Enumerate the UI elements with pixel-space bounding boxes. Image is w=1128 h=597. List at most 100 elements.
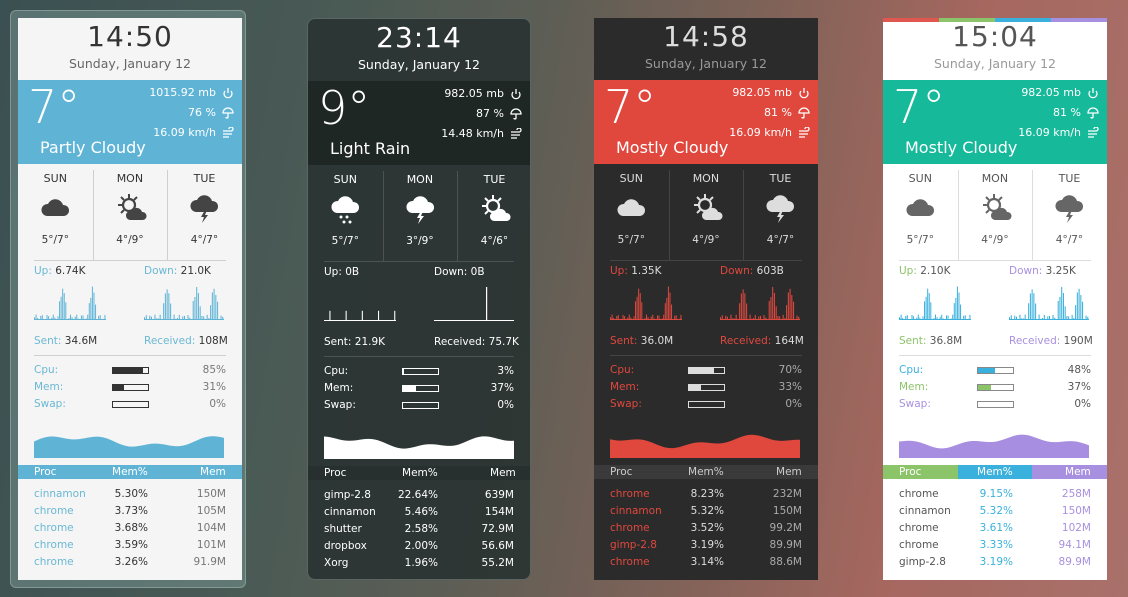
net-up-value: 2.10K xyxy=(920,265,951,277)
net-up: Up: 1.35K xyxy=(610,265,662,277)
column-header[interactable]: Proc xyxy=(18,465,93,479)
storm-icon xyxy=(406,196,434,224)
process-mem-percent: 3.33% xyxy=(979,539,1013,551)
process-name: chrome xyxy=(610,488,650,500)
pressure-value: 982.05 mb xyxy=(1021,86,1081,99)
stat-label: Swap: xyxy=(34,398,66,410)
column-header[interactable]: Mem xyxy=(167,465,242,479)
divider xyxy=(383,171,384,261)
forecast-tue: TUE 4°/7° xyxy=(743,164,818,268)
column-header[interactable]: Proc xyxy=(594,465,669,479)
column-header[interactable]: Mem% xyxy=(668,465,744,479)
clock-date: Sunday, January 12 xyxy=(645,56,767,71)
process-name: dropbox xyxy=(324,540,367,552)
process-row: cinnamon 5.32% 150M xyxy=(883,505,1107,522)
clock-date: Sunday, January 12 xyxy=(358,57,480,72)
net-received-label: Received: xyxy=(144,335,196,347)
forecast-day: MON xyxy=(406,173,434,186)
net-up: Up: 6.74K xyxy=(34,265,86,277)
stat-value: 0% xyxy=(785,398,802,410)
process-name: cinnamon xyxy=(34,488,86,500)
process-mem-percent: 3.61% xyxy=(979,522,1013,534)
cloud-icon xyxy=(906,199,935,216)
storm-icon xyxy=(766,195,795,223)
divider xyxy=(743,170,744,260)
process-row: chrome 3.52% 99.2M xyxy=(594,522,818,539)
column-header[interactable]: Mem% xyxy=(92,465,168,479)
net-down-label: Down: xyxy=(1009,265,1043,277)
forecast-temps: 4°/7° xyxy=(190,234,219,246)
stat-label: Swap: xyxy=(899,398,931,410)
process-row: chrome 8.23% 232M xyxy=(594,488,818,505)
net-received: Received: 190M xyxy=(1009,335,1093,347)
net-sent-label: Sent: xyxy=(34,335,62,347)
process-mem-percent: 9.15% xyxy=(979,488,1013,500)
forecast-temps: 5°/7° xyxy=(41,234,69,246)
process-row: chrome 9.15% 258M xyxy=(883,488,1107,505)
column-header[interactable]: Proc xyxy=(883,465,958,479)
wind-value: 16.09 km/h xyxy=(729,126,792,139)
process-name: chrome xyxy=(899,539,939,551)
column-header[interactable]: Proc xyxy=(308,466,383,480)
process-table-header: Proc Mem% Mem xyxy=(883,465,1107,479)
cpu-usage-bar xyxy=(688,367,725,374)
forecast-day: MON xyxy=(116,172,144,185)
column-header[interactable]: Mem xyxy=(743,465,818,479)
stat-label: Mem: xyxy=(34,381,64,393)
column-header[interactable]: Mem% xyxy=(382,466,458,480)
process-mem: 639M xyxy=(484,489,514,501)
current-weather: 7° Mostly Cloudy 982.05 mb 81 % 16.09 km/… xyxy=(883,80,1107,164)
clock-time: 14:50 xyxy=(87,20,173,53)
current-weather: 7° Mostly Cloudy 982.05 mb 81 % 16.09 km/… xyxy=(594,80,818,164)
process-table-header: Proc Mem% Mem xyxy=(308,466,530,480)
process-row: chrome 3.14% 88.6M xyxy=(594,556,818,573)
pressure-value: 982.05 mb xyxy=(444,87,504,100)
process-name: chrome xyxy=(34,522,74,534)
process-mem-percent: 8.23% xyxy=(690,488,724,500)
widget-3: 14:58 Sunday, January 12 7° Mostly Cloudy… xyxy=(594,18,818,580)
wind-value: 16.09 km/h xyxy=(1018,126,1081,139)
current-temperature: 7° xyxy=(28,80,81,134)
process-mem: 101M xyxy=(196,539,226,551)
net-up: Up: 0B xyxy=(324,266,359,278)
process-mem: 150M xyxy=(1061,505,1091,517)
wind-value: 14.48 km/h xyxy=(441,127,504,140)
process-mem-percent: 3.14% xyxy=(690,556,724,568)
net-sent-label: Sent: xyxy=(899,335,927,347)
stat-value: 48% xyxy=(1067,364,1091,376)
forecast-day: MON xyxy=(981,172,1009,185)
process-mem: 94.1M xyxy=(1058,539,1091,551)
net-received: Received: 75.7K xyxy=(434,336,519,348)
process-row: chrome 3.73% 105M xyxy=(18,505,242,522)
swap-usage-bar xyxy=(402,402,439,409)
net-up: Up: 2.10K xyxy=(899,265,951,277)
widget-4: 15:04 Sunday, January 12 7° Mostly Cloudy… xyxy=(883,18,1107,580)
net-sent: Sent: 21.9K xyxy=(324,336,385,348)
divider xyxy=(93,170,94,260)
process-mem-percent: 5.32% xyxy=(979,505,1013,517)
mem-usage-bar xyxy=(402,385,439,392)
storm-icon xyxy=(190,195,219,223)
color-strip xyxy=(883,18,939,22)
divider xyxy=(324,261,514,262)
forecast-temps: 4°/7° xyxy=(766,234,795,246)
cloud-icon xyxy=(41,199,70,216)
column-header[interactable]: Mem% xyxy=(957,465,1033,479)
forecast-temps: 4°/6° xyxy=(480,235,509,247)
process-mem: 88.6M xyxy=(769,556,802,568)
stat-value: 85% xyxy=(202,364,226,376)
column-header[interactable]: Mem xyxy=(1032,465,1107,479)
stat-label: Cpu: xyxy=(34,364,59,376)
stat-value: 33% xyxy=(778,381,802,393)
mem-usage-bar xyxy=(112,384,149,391)
power-icon xyxy=(223,88,233,99)
column-header[interactable]: Mem xyxy=(457,466,530,480)
process-mem: 232M xyxy=(772,488,802,500)
net-sent: Sent: 36.8M xyxy=(899,335,962,347)
process-name: chrome xyxy=(34,539,74,551)
color-strip xyxy=(939,18,995,22)
sun-cloud-icon xyxy=(693,194,723,220)
clock-time: 14:58 xyxy=(663,20,749,53)
net-down-value: 603B xyxy=(756,265,784,277)
net-up-label: Up: xyxy=(899,265,917,277)
